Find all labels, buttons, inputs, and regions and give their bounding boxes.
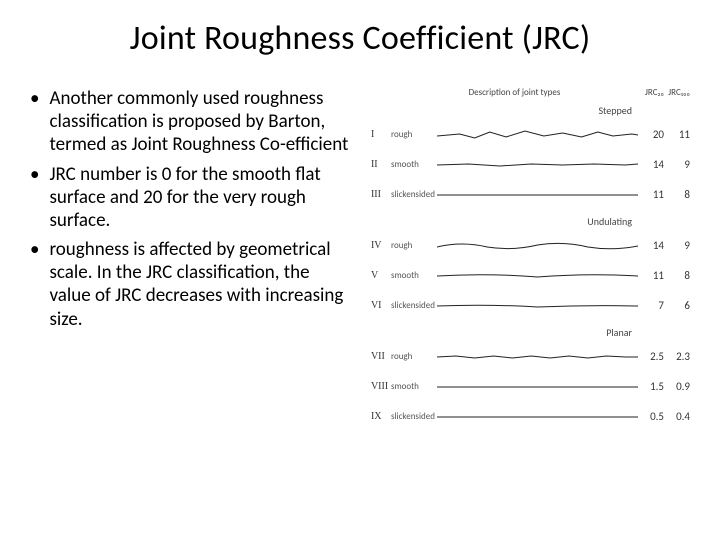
subclass-label: rough (391, 240, 437, 251)
profile-row: IXslickensided 0.50.4 (371, 401, 690, 431)
group-label: Undulating (371, 215, 690, 228)
roman-numeral: III (371, 189, 391, 200)
header-jrc20: JRC₂₀ (638, 87, 664, 98)
roughness-profile (437, 182, 638, 206)
subclass-label: slickensided (391, 411, 437, 422)
group-label: Planar (371, 326, 690, 339)
jrc100-value: 2.3 (664, 350, 690, 363)
subclass-label: smooth (391, 270, 437, 281)
jrc20-value: 14 (638, 158, 664, 171)
profile-row: IIIslickensided 118 (371, 179, 690, 209)
roughness-profile (437, 152, 638, 176)
profile-row: VIIIsmooth 1.50.9 (371, 371, 690, 401)
jrc20-value: 20 (638, 128, 664, 141)
jrc100-value: 8 (664, 269, 690, 282)
roman-numeral: II (371, 159, 391, 170)
jrc20-value: 14 (638, 239, 664, 252)
roman-numeral: I (371, 129, 391, 140)
roughness-profile (437, 293, 638, 317)
header-desc: Description of joint types (371, 87, 638, 98)
header-jrc100: JRC₁₀₀ (664, 87, 690, 98)
roughness-profile (437, 233, 638, 257)
subclass-label: slickensided (391, 300, 437, 311)
roman-numeral: IV (371, 240, 391, 251)
jrc20-value: 2.5 (638, 350, 664, 363)
text-column: Another commonly used roughness classifi… (30, 87, 365, 431)
jrc20-value: 0.5 (638, 410, 664, 423)
profile-row: Vsmooth 118 (371, 260, 690, 290)
subclass-label: rough (391, 129, 437, 140)
profile-row: Irough 2011 (371, 119, 690, 149)
jrc100-value: 0.4 (664, 410, 690, 423)
bullet-text: roughness is affected by geometrical sca… (49, 238, 354, 331)
roman-numeral: VIII (371, 381, 391, 392)
roughness-profile (437, 404, 638, 428)
roughness-profile (437, 344, 638, 368)
jrc100-value: 11 (664, 128, 690, 141)
bullet-item: JRC number is 0 for the smooth flat surf… (30, 163, 355, 233)
jrc100-value: 8 (664, 188, 690, 201)
profile-row: VIIrough 2.52.3 (371, 341, 690, 371)
bullet-text: JRC number is 0 for the smooth flat surf… (49, 163, 354, 233)
profiles-chart: Description of joint types JRC₂₀ JRC₁₀₀ … (365, 87, 690, 431)
roman-numeral: VII (371, 351, 391, 362)
jrc100-value: 6 (664, 299, 690, 312)
roman-numeral: IX (371, 411, 391, 422)
bullet-item: Another commonly used roughness classifi… (30, 87, 355, 157)
roman-numeral: VI (371, 300, 391, 311)
roman-numeral: V (371, 270, 391, 281)
profile-row: VIslickensided 76 (371, 290, 690, 320)
subclass-label: smooth (391, 159, 437, 170)
chart-groups: SteppedIrough2011IIsmooth149IIIslickensi… (371, 104, 690, 431)
jrc20-value: 7 (638, 299, 664, 312)
jrc100-value: 0.9 (664, 380, 690, 393)
jrc20-value: 1.5 (638, 380, 664, 393)
slide-body: Another commonly used roughness classifi… (30, 87, 690, 431)
subclass-label: slickensided (391, 189, 437, 200)
roughness-profile (437, 263, 638, 287)
jrc20-value: 11 (638, 269, 664, 282)
chart-header: Description of joint types JRC₂₀ JRC₁₀₀ (371, 87, 690, 98)
subclass-label: smooth (391, 381, 437, 392)
page-title: Joint Roughness Coefficient (JRC) (30, 18, 690, 59)
roughness-profile (437, 122, 638, 146)
jrc100-value: 9 (664, 239, 690, 252)
group-label: Stepped (371, 104, 690, 117)
slide: Joint Roughness Coefficient (JRC) Anothe… (0, 0, 720, 540)
profile-row: IIsmooth 149 (371, 149, 690, 179)
bullet-text: Another commonly used roughness classifi… (49, 87, 354, 157)
jrc100-value: 9 (664, 158, 690, 171)
jrc20-value: 11 (638, 188, 664, 201)
roughness-profile (437, 374, 638, 398)
bullet-list: Another commonly used roughness classifi… (30, 87, 355, 331)
subclass-label: rough (391, 351, 437, 362)
bullet-item: roughness is affected by geometrical sca… (30, 238, 355, 331)
profile-row: IVrough 149 (371, 230, 690, 260)
